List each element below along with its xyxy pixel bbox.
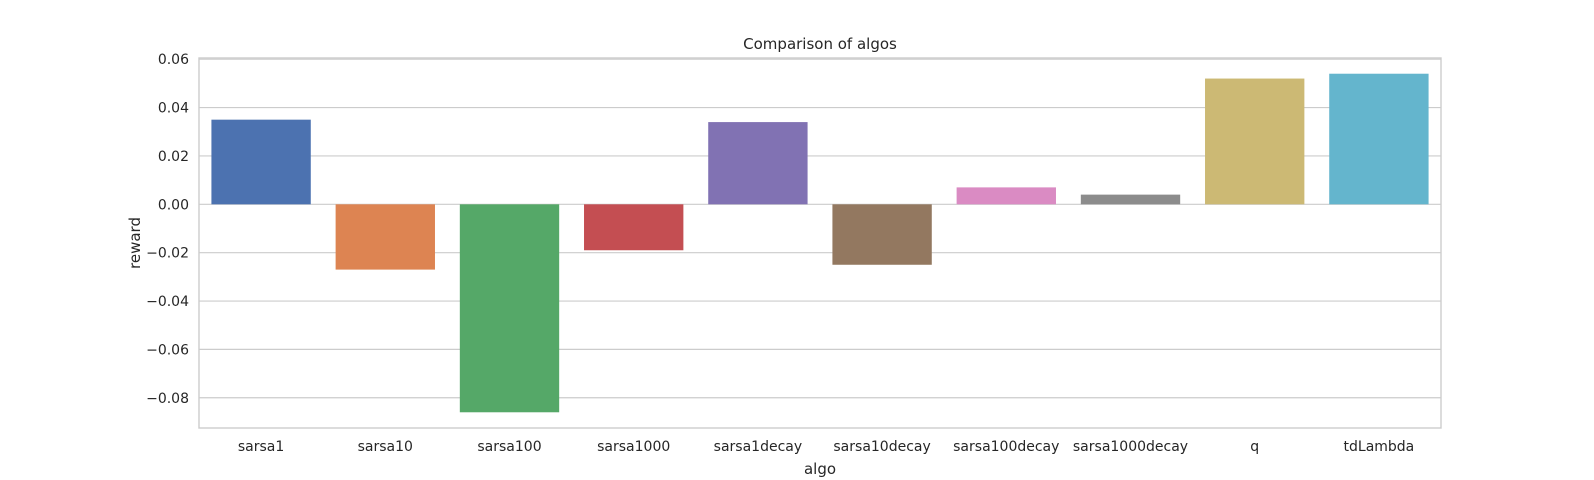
y-tick-labels: 0.06 0.04 0.02 0.00 −0.02 −0.04 −0.06 −0.08 (146, 52, 189, 407)
x-tick-label: sarsa100 (477, 439, 541, 455)
bar-sarsa100 (459, 204, 560, 413)
y-axis-label: reward (126, 217, 144, 269)
x-tick-label: q (1250, 439, 1259, 455)
y-tick-label: −0.02 (146, 246, 189, 262)
x-tick-label: tdLambda (1344, 439, 1415, 455)
x-tick-label: sarsa10 (358, 439, 413, 455)
bar-sarsa10decay (832, 204, 932, 265)
x-tick-label: sarsa1 (238, 439, 284, 455)
bar-sarsa1decay (708, 122, 808, 205)
bar-tdLambda (1329, 73, 1429, 205)
x-tick-labels: sarsa1 sarsa10 sarsa100 sarsa1000 sarsa1deca… (238, 439, 1414, 455)
x-tick-label: sarsa10decay (833, 439, 930, 455)
bar-q (1205, 78, 1305, 205)
x-axis-label: algo (804, 460, 836, 478)
x-tick-label: sarsa100decay (953, 439, 1059, 455)
plot-frame (198, 57, 1442, 429)
y-tick-label: 0.02 (158, 149, 189, 165)
x-tick-label: sarsa1000 (597, 439, 670, 455)
x-tick-label: sarsa1decay (714, 439, 802, 455)
bar-sarsa1 (211, 119, 311, 205)
y-tick-label: −0.06 (146, 342, 189, 358)
y-tick-label: −0.04 (146, 294, 189, 310)
bar-sarsa10 (335, 204, 435, 270)
bar-sarsa1000 (584, 204, 684, 251)
y-tick-label: −0.08 (146, 391, 189, 407)
bar-sarsa1000decay (1080, 194, 1181, 205)
x-tick-label: sarsa1000decay (1073, 439, 1188, 455)
bars (211, 73, 1429, 413)
chart-title: Comparison of algos (743, 35, 897, 53)
bar-sarsa100decay (956, 187, 1056, 205)
y-tick-label: 0.00 (158, 197, 189, 213)
y-tick-label: 0.04 (158, 101, 189, 117)
y-tick-label: 0.06 (158, 52, 189, 68)
